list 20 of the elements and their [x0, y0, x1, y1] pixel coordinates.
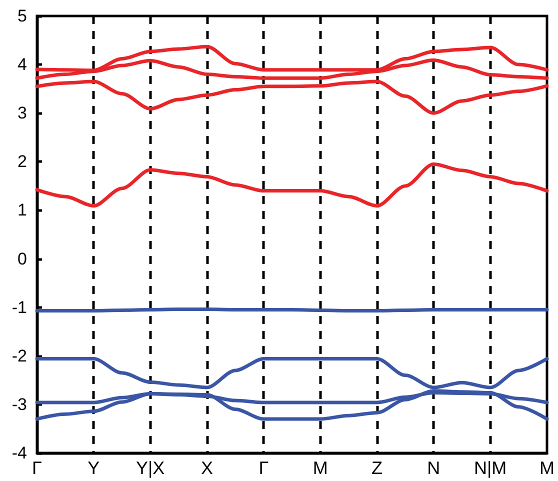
- y-tick-label: -1: [12, 298, 27, 317]
- x-tick-label: Y|X: [136, 458, 165, 478]
- y-tick-label: 1: [18, 200, 27, 220]
- x-tick-label: M: [312, 458, 328, 478]
- x-tick-label: M: [540, 458, 554, 478]
- x-tick-label: N: [427, 458, 440, 478]
- y-tick-label: 3: [18, 104, 27, 123]
- y-tick-label: 4: [18, 55, 27, 74]
- y-tick-label: 0: [18, 249, 27, 268]
- x-tick-label: Γ: [258, 458, 269, 478]
- y-tick-label: -4: [12, 444, 27, 462]
- y-tick-label: 5: [18, 6, 27, 26]
- x-tick-label: Γ: [32, 458, 42, 478]
- y-tick-label: 2: [18, 152, 27, 172]
- x-tick-label: Y: [88, 458, 100, 478]
- y-tick-label: -2: [12, 346, 27, 366]
- x-tick-label: X: [200, 458, 214, 478]
- x-tick-label: N|M: [474, 458, 507, 478]
- y-tick-label: -3: [12, 394, 27, 414]
- x-tick-label: Z: [372, 458, 382, 478]
